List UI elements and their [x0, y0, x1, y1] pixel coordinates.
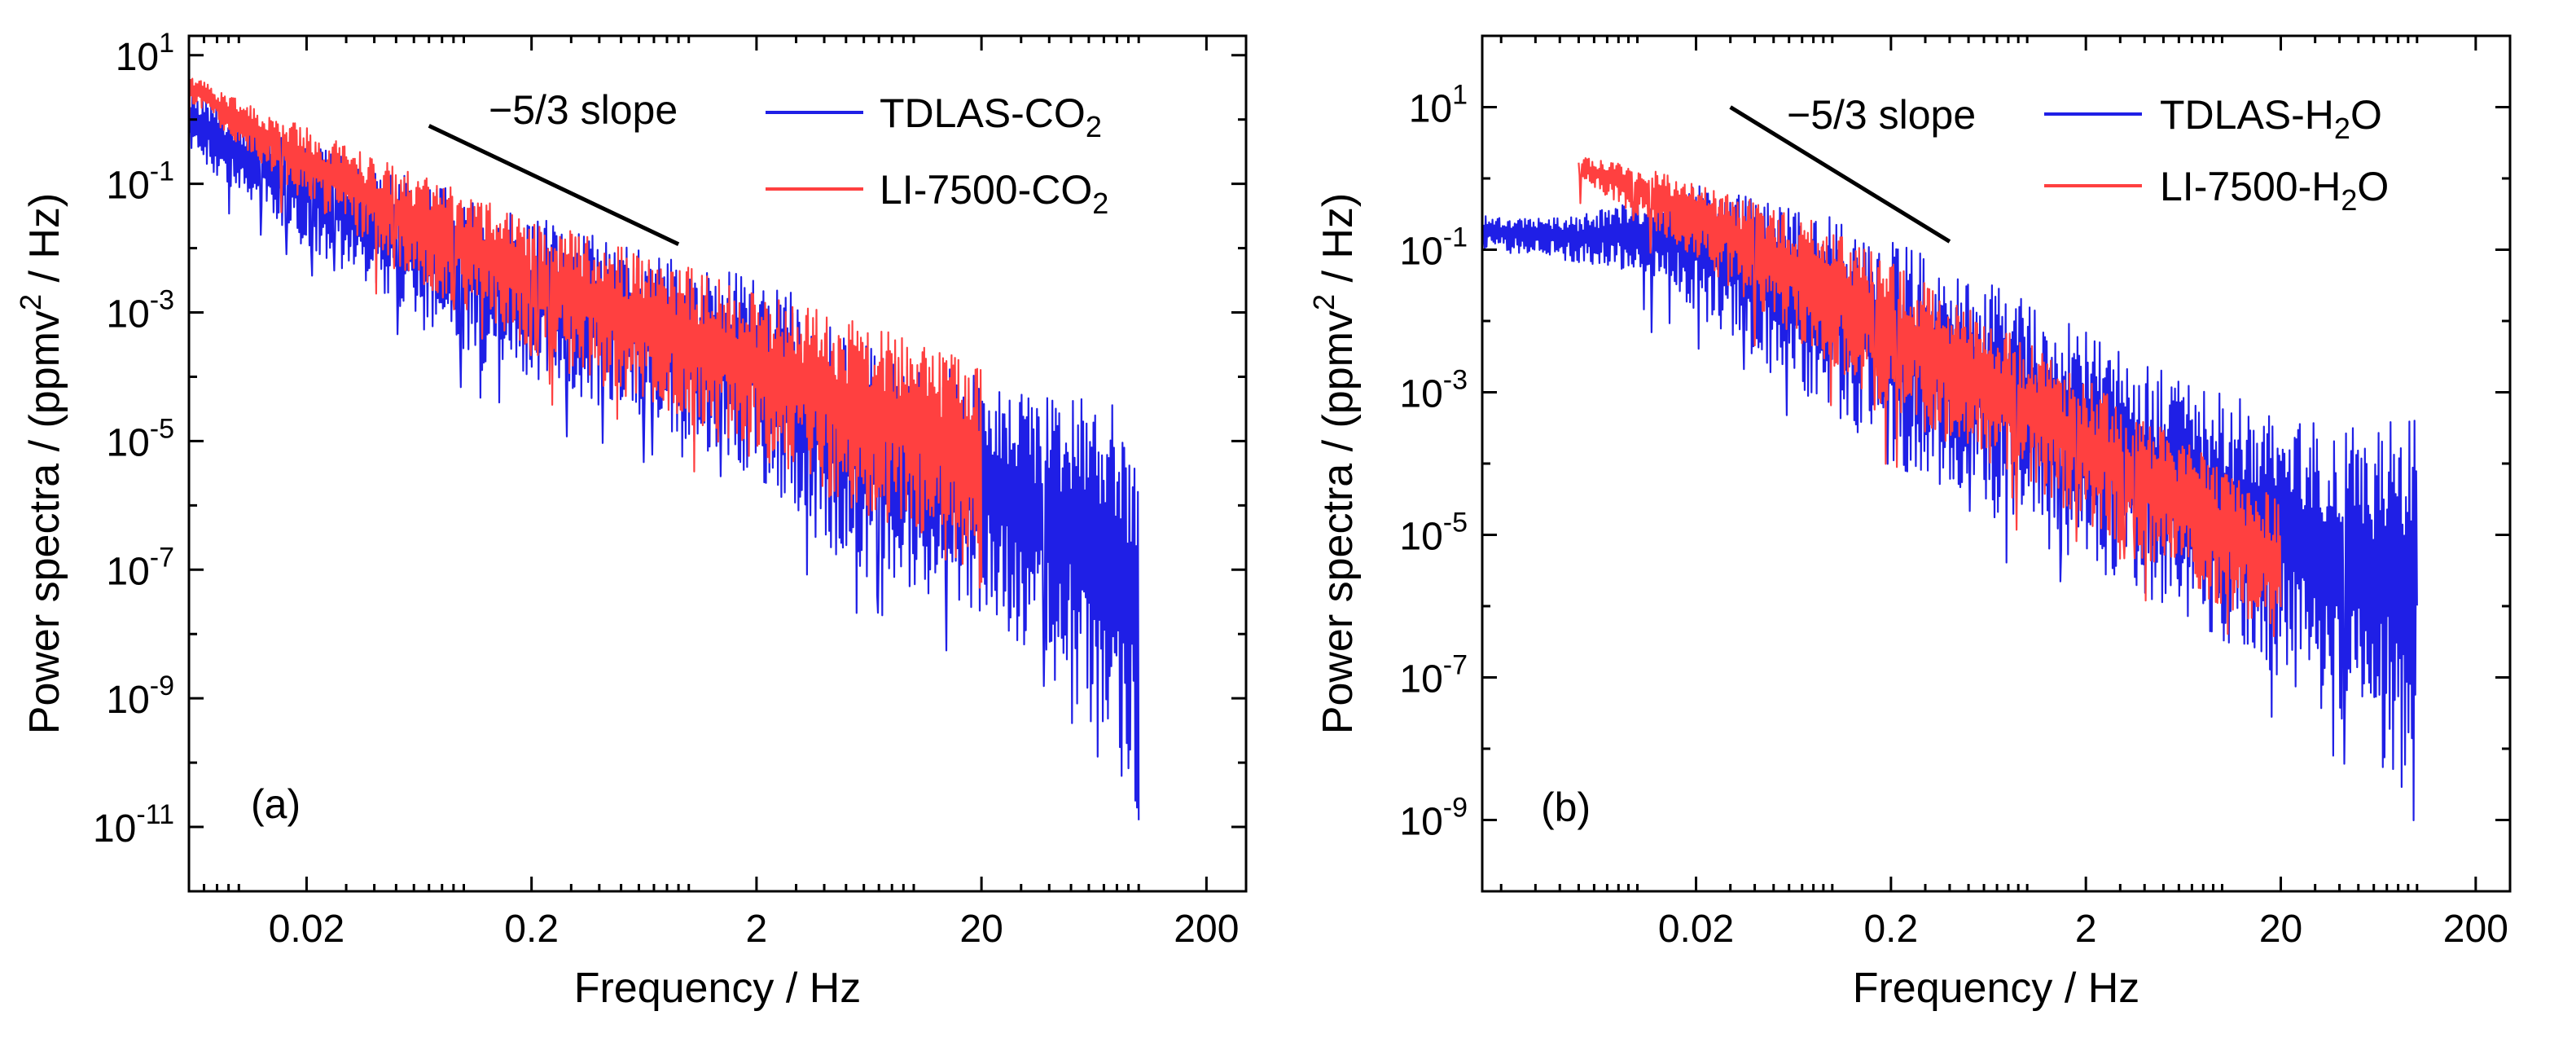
x-tick-label: 2	[746, 908, 768, 951]
y-tick-label: 101	[1409, 80, 1468, 131]
y-tick-label: 10-9	[106, 670, 174, 722]
slope-label-a: −5/3 slope	[489, 87, 678, 133]
x-tick-label: 200	[1174, 908, 1239, 951]
y-tick-label: 10-7	[106, 542, 174, 593]
panel-label-a: (a)	[251, 781, 301, 827]
series-group-b	[1482, 157, 2418, 822]
y-tick-label: 10-7	[1399, 650, 1468, 701]
series-line-li-7500-co2-a	[189, 77, 983, 589]
panel-label-b: (b)	[1541, 785, 1591, 830]
x-tick-label: 20	[959, 908, 1003, 951]
x-tick-label: 0.2	[1863, 908, 1918, 951]
series-line-li-7500-h2o-b	[1578, 157, 2282, 638]
y-tick-label: 10-3	[106, 285, 174, 336]
panel-b: 0.02 0.2 2 20 200 101 10-1 10-3 10-5 10-7 10-9 −5…	[1307, 34, 2512, 1012]
x-axis-title-a: Frequency / Hz	[574, 965, 862, 1012]
x-tick-label: 0.02	[1658, 908, 1734, 951]
y-axis-a: 101 10-1 10-3 10-5 10-7 10-9 10-11	[93, 28, 1246, 893]
x-axis-title-b: Frequency / Hz	[1853, 965, 2140, 1012]
x-axis-a: 0.02 0.2 2 20 200	[187, 36, 1248, 951]
y-tick-label: 10-1	[106, 156, 174, 208]
plot-frame-a	[187, 34, 1248, 893]
y-tick-label: 10-11	[93, 799, 174, 851]
legend-label-tdlas-h2o: TDLAS-H2O	[2160, 92, 2382, 145]
y-tick-label: 10-5	[1399, 508, 1468, 559]
x-tick-label: 20	[2259, 908, 2302, 951]
slope-line-a	[428, 124, 680, 247]
x-tick-label: 0.2	[504, 908, 559, 951]
y-axis-b: 101 10-1 10-3 10-5 10-7 10-9	[1399, 34, 2510, 893]
panel-a: 0.02 0.2 2 20 200 101 10-1 10-3 10-5 10-7 10-9 10-…	[14, 28, 1248, 1012]
y-tick-label: 101	[116, 28, 174, 79]
legend-a: TDLAS-CO2 LI-7500-CO2	[766, 90, 1108, 220]
slope-line-b	[1729, 105, 1951, 244]
legend-label-tdlas-co2: TDLAS-CO2	[880, 90, 1102, 143]
x-tick-label: 2	[2075, 908, 2097, 951]
y-axis-title-a: Power spectra / (ppmv2 / Hz)	[14, 193, 68, 734]
x-tick-label: 0.02	[269, 908, 344, 951]
series-group-a	[189, 77, 1140, 820]
legend-label-li7500-co2: LI-7500-CO2	[880, 167, 1108, 220]
x-tick-label: 200	[2443, 908, 2508, 951]
y-tick-label: 10-3	[1399, 365, 1468, 416]
legend-b: TDLAS-H2O LI-7500-H2O	[2044, 92, 2389, 217]
legend-label-li7500-h2o: LI-7500-H2O	[2160, 164, 2389, 217]
y-tick-label: 10-9	[1399, 793, 1468, 844]
y-axis-title-b: Power spectra / (ppmv2 / Hz)	[1307, 193, 1362, 734]
x-axis-b: 0.02 0.2 2 20 200	[1499, 36, 2512, 951]
y-tick-label: 10-5	[106, 413, 174, 464]
y-tick-label: 10-1	[1399, 222, 1468, 274]
slope-label-b: −5/3 slope	[1787, 92, 1976, 138]
